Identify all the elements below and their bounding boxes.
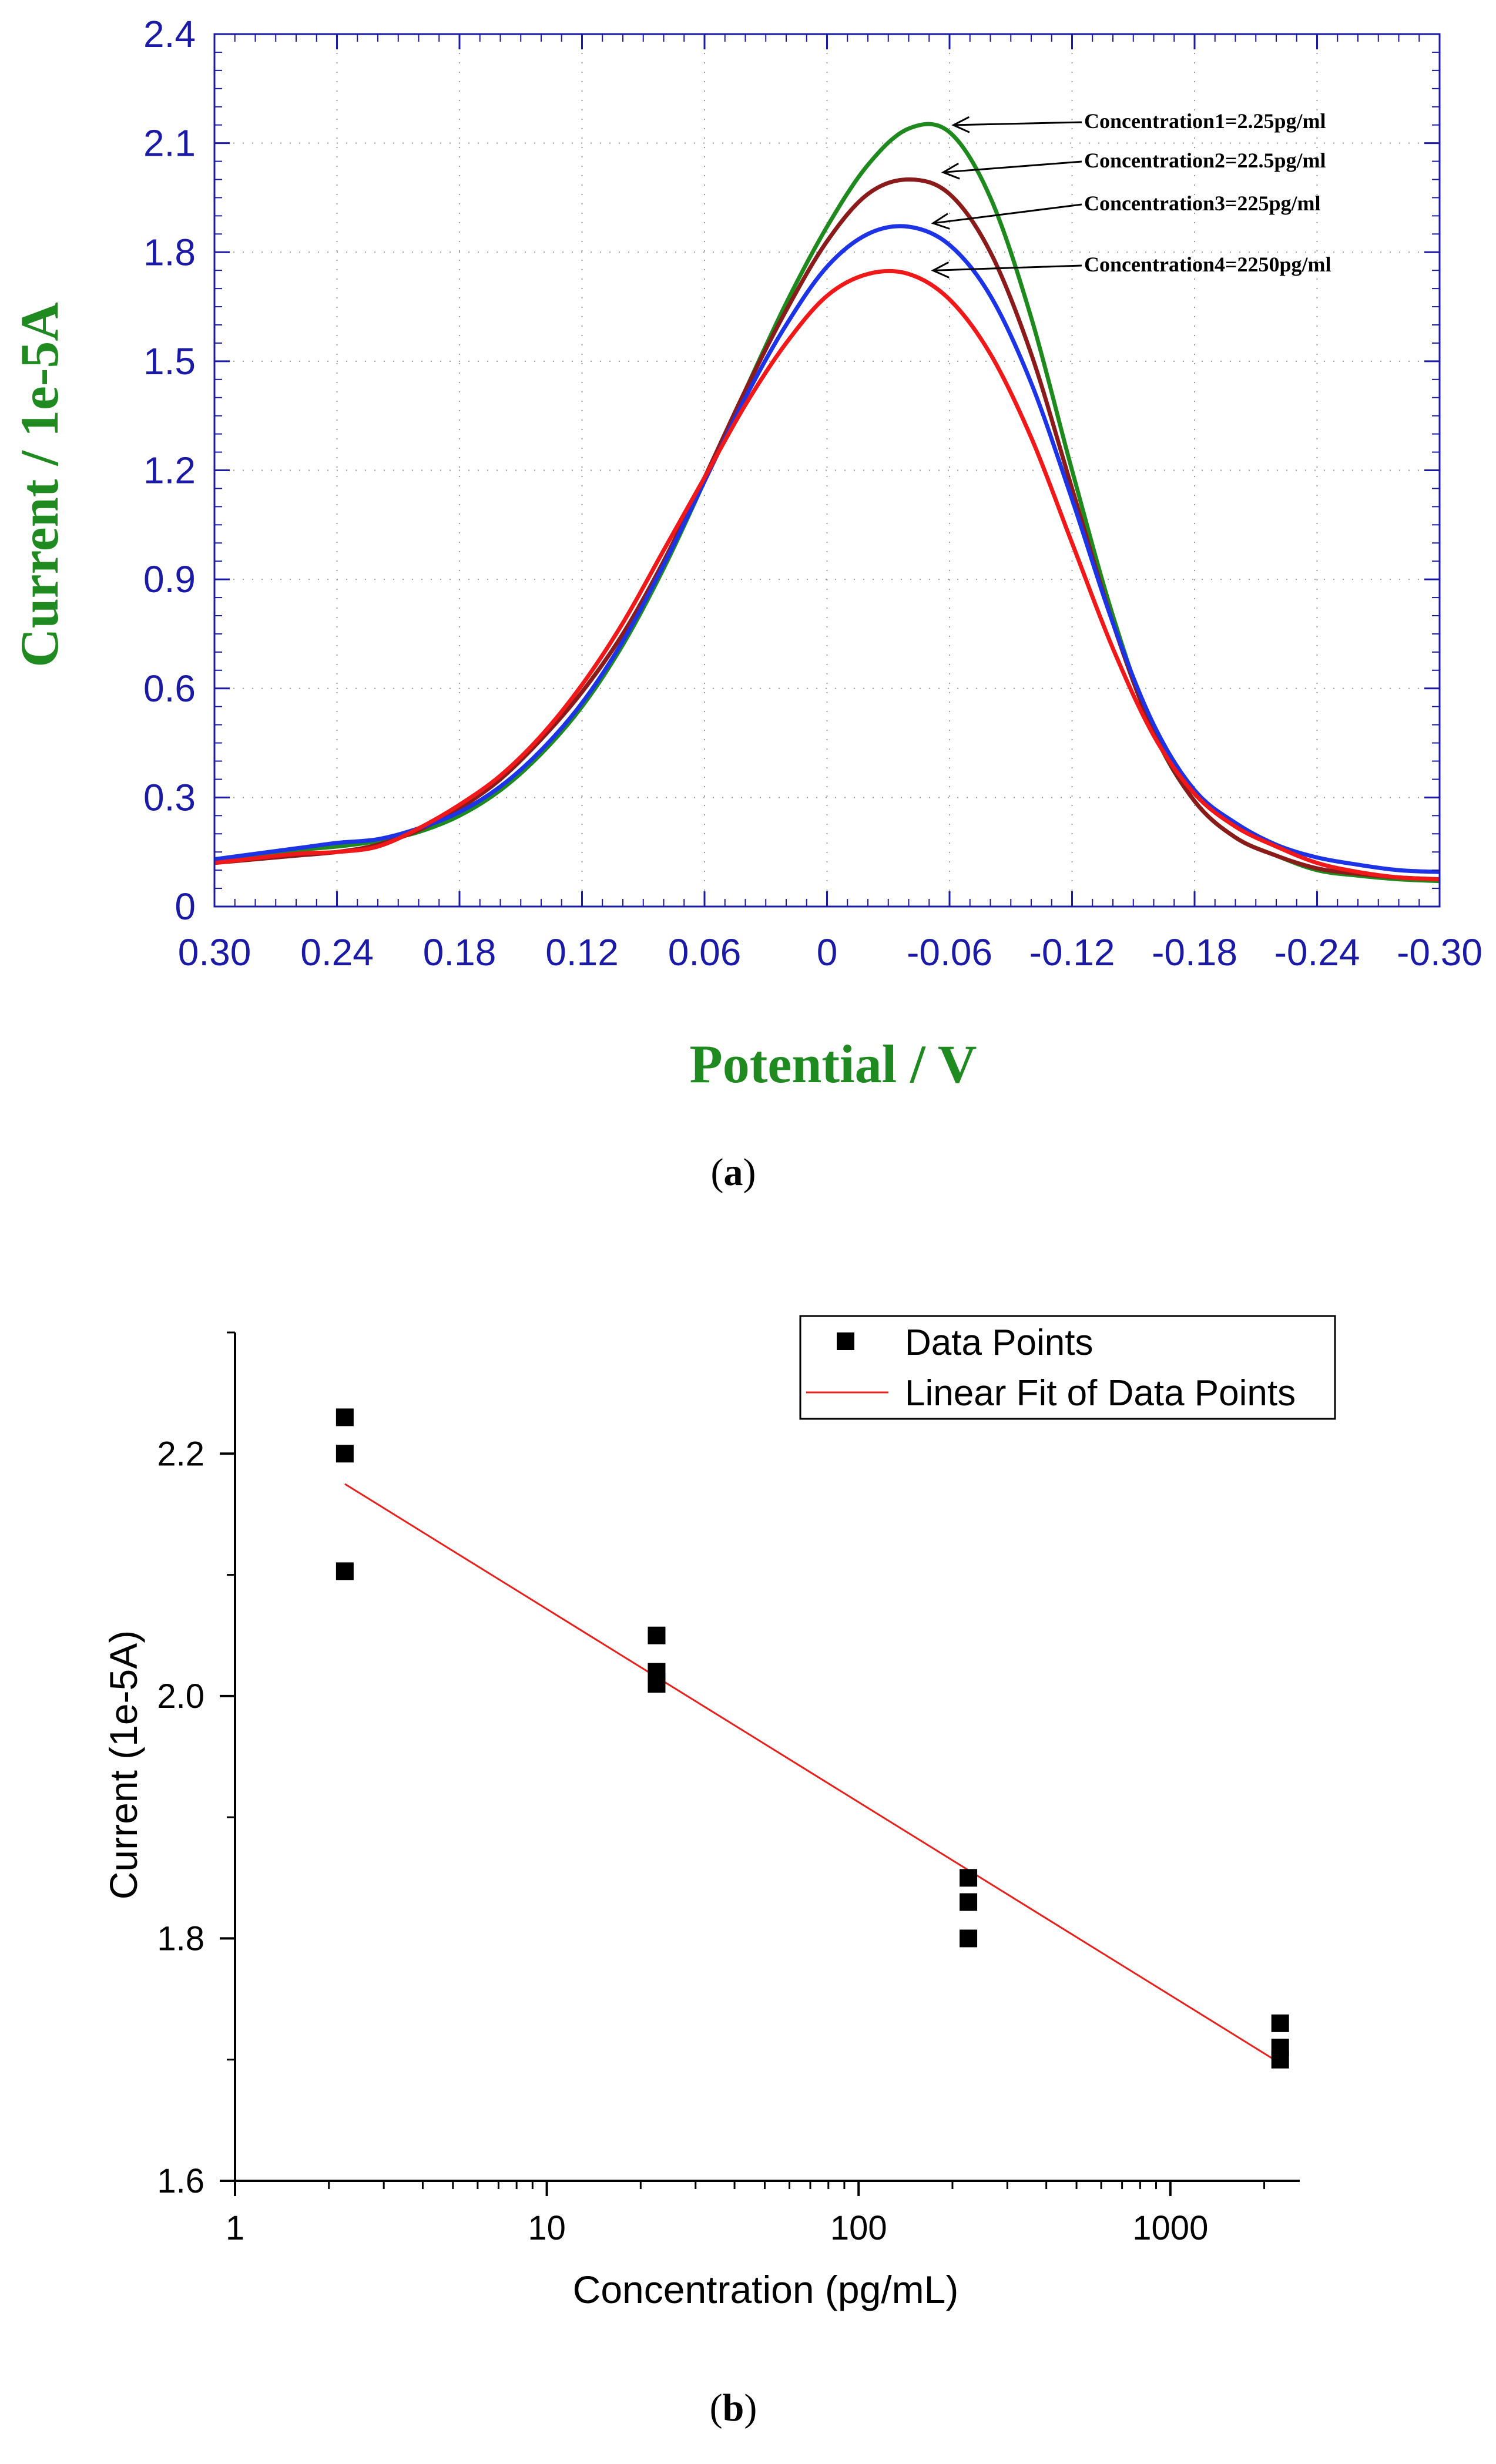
panel-b-data-points (336, 1408, 1289, 2069)
annotation-arrowhead (951, 116, 970, 133)
data-point-marker (648, 1675, 666, 1693)
y-tick-label: 2.4 (143, 13, 196, 55)
data-point-marker (336, 1562, 354, 1580)
annotation-label-concentration2: Concentration2=22.5pg/ml (1084, 149, 1326, 172)
annotation-arrow-shaft (933, 264, 1082, 271)
annotation-arrowhead (931, 213, 950, 230)
data-point-marker (336, 1445, 354, 1463)
data-point-marker (336, 1408, 354, 1426)
x-tick-label: 0.18 (423, 931, 497, 973)
series-line-concentration3 (214, 224, 1440, 874)
panel-a-series (214, 122, 1440, 884)
legend-label-data-points: Data Points (905, 1322, 1094, 1363)
data-point-marker (960, 1929, 978, 1948)
x-tick-label: -0.30 (1397, 931, 1482, 973)
x-tick-label: 0.30 (178, 931, 251, 973)
x-tick-label: 0.24 (300, 931, 374, 973)
panel-a-annotations: Concentration1=2.25pg/ml Concentration2=2… (931, 109, 1331, 278)
x-tick-label: 0.12 (545, 931, 619, 973)
x-tick-label: 0.06 (668, 931, 742, 973)
annotation-label-concentration3: Concentration3=225pg/ml (1084, 192, 1321, 215)
annotation-arrowhead (931, 261, 950, 278)
y-tick-label: 1.2 (143, 449, 196, 492)
y-tick-label: 0.6 (143, 667, 196, 710)
data-point-marker (648, 1626, 666, 1644)
y-tick-label: 0.9 (143, 558, 196, 600)
legend-label-linear-fit: Linear Fit of Data Points (905, 1373, 1296, 1414)
panel-a-caption: (a) (711, 1151, 756, 1194)
annotation-arrow-shaft (943, 160, 1082, 173)
x-tick-label: -0.06 (907, 931, 992, 973)
panel-b-chart: 1 10 100 1000 1.6 1.8 2.0 2.2 Data Points Linea… (102, 1315, 1336, 2311)
panel-b-tick-labels: 1 10 100 1000 1.6 1.8 2.0 2.2 (157, 1435, 1208, 2247)
x-tick-label: 100 (830, 2209, 887, 2247)
linear-fit-line (344, 1483, 1281, 2064)
panel-b-legend: Data Points Linear Fit of Data Points (799, 1315, 1336, 1420)
panel-b-x-axis-label: Concentration (pg/mL) (573, 2268, 959, 2311)
data-point-marker (1271, 2014, 1289, 2032)
annotation-arrowhead (941, 162, 960, 180)
annotation-arrow-shaft (953, 121, 1082, 126)
panel-a-x-axis-label: Potential / V (690, 1034, 977, 1094)
data-point-marker (960, 1893, 978, 1911)
legend-box (799, 1315, 1336, 1420)
y-tick-label: 2.1 (143, 122, 196, 165)
panel-b-caption: (b) (710, 2386, 757, 2429)
legend-marker-data-points (837, 1332, 854, 1350)
data-point-marker (1271, 2050, 1289, 2069)
data-point-marker (960, 1869, 978, 1887)
series-line-concentration2 (214, 177, 1440, 882)
annotation-arrow-shaft (933, 203, 1082, 224)
y-tick-label: 2.0 (157, 1677, 204, 1716)
panel-b-ticks (220, 1331, 1266, 2196)
annotation-label-concentration4: Concentration4=2250pg/ml (1084, 253, 1331, 276)
panel-b-y-axis-label: Current (1e-5A) (102, 1630, 145, 1900)
y-tick-label: 0 (175, 885, 196, 928)
y-tick-label: 1.8 (143, 231, 196, 273)
y-tick-label: 0.3 (143, 776, 196, 818)
y-tick-label: 1.8 (157, 1919, 204, 1958)
y-tick-label: 1.5 (143, 340, 196, 382)
panel-a-chart: 0.30 0.24 0.18 0.12 0.06 0 -0.06 -0.12 -0.18 -0.2… (9, 13, 1482, 1094)
x-tick-label: 1 (226, 2209, 244, 2247)
y-tick-label: 2.2 (157, 1435, 204, 1473)
x-tick-label: -0.24 (1274, 931, 1360, 973)
x-tick-label: -0.12 (1029, 931, 1115, 973)
series-line-concentration4 (214, 268, 1440, 882)
panel-a-y-axis-label: Current / 1e-5A (9, 302, 69, 667)
y-tick-label: 1.6 (157, 2162, 204, 2200)
x-tick-label: 10 (528, 2209, 566, 2247)
x-tick-label: 1000 (1132, 2209, 1208, 2247)
panel-a-ticks (213, 33, 1441, 908)
panel-a-tick-labels: 0.30 0.24 0.18 0.12 0.06 0 -0.06 -0.12 -0.18 -0.2… (143, 13, 1482, 973)
annotation-label-concentration1: Concentration1=2.25pg/ml (1084, 109, 1326, 133)
x-tick-label: -0.18 (1152, 931, 1237, 973)
x-tick-label: 0 (817, 931, 838, 973)
